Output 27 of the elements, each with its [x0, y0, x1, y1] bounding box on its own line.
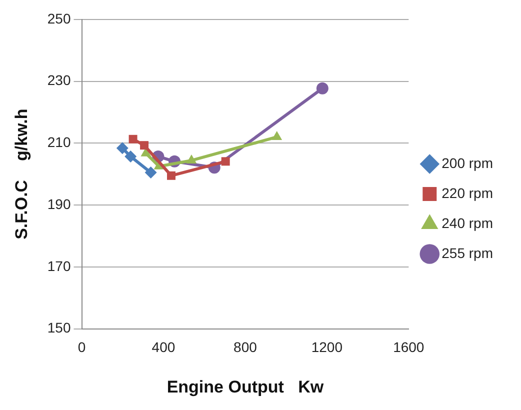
legend-label: 220 rpm [442, 184, 493, 201]
y-tick-label: 170 [47, 258, 71, 274]
legend-label: 255 rpm [442, 244, 493, 261]
x-tick-label: 400 [152, 339, 176, 356]
y-tick-label: 150 [47, 320, 71, 336]
y-tick-label: 230 [47, 72, 71, 88]
point [272, 130, 282, 140]
point [124, 150, 137, 162]
y-tick-label: 250 [47, 10, 71, 26]
point [116, 142, 128, 154]
x-tick-label: 1200 [311, 339, 343, 356]
x-axis-title: Engine Output Kw [166, 377, 324, 396]
point [167, 171, 176, 180]
legend-label: 200 rpm [442, 154, 493, 171]
point [128, 134, 138, 144]
x-tick-label: 0 [78, 339, 86, 356]
y-axis-title: S.F.O.C g/kw.h [12, 108, 31, 240]
point [144, 166, 157, 179]
x-tick-label: 800 [234, 339, 258, 356]
point [140, 141, 149, 150]
x-tick-label: 1600 [393, 339, 424, 356]
y-tick-label: 210 [47, 134, 71, 150]
legend-label: 240 rpm [442, 214, 493, 231]
y-tick-label: 190 [47, 196, 71, 212]
point [186, 154, 197, 164]
point [316, 82, 328, 94]
point [221, 157, 230, 166]
